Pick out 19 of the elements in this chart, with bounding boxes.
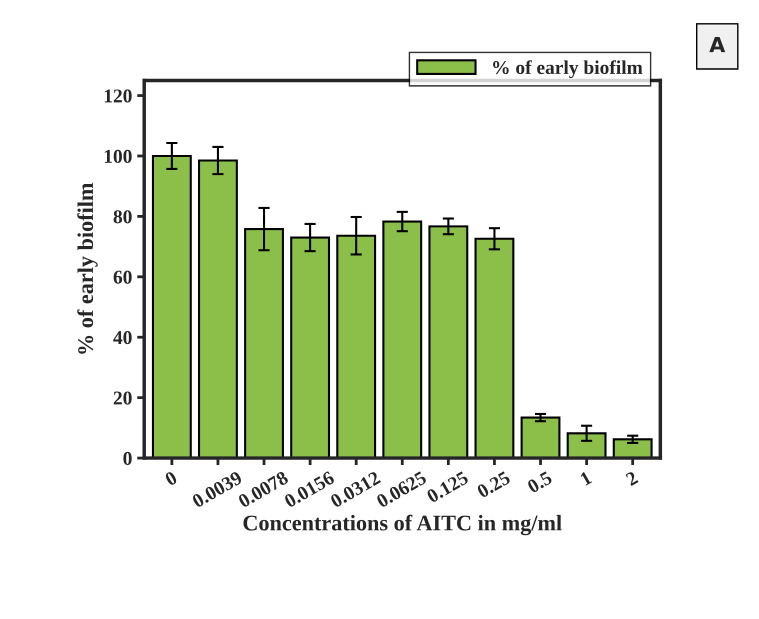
y-tick-label: 20 <box>114 391 132 405</box>
x-tick-label: 0.5 <box>526 470 553 494</box>
y-tick-label: 80 <box>114 210 132 224</box>
y-tick-label: 100 <box>104 150 132 163</box>
bar <box>520 416 560 458</box>
legend-label: % of early biofilm <box>493 60 642 78</box>
y-tick-label: 0 <box>123 452 132 465</box>
x-tick-label: 0 <box>164 470 178 486</box>
y-tick-label: 40 <box>113 331 132 344</box>
y-tick-label: 60 <box>114 270 132 284</box>
bar <box>612 438 653 458</box>
x-tick-label: 1 <box>580 470 592 486</box>
x-axis-title: Concentrations of AITC in mg/ml <box>243 514 562 536</box>
text: A <box>709 36 726 52</box>
x-tick-label: 0.125 <box>426 470 470 504</box>
x-tick-label: 2 <box>625 470 639 486</box>
y-tick-label: 120 <box>104 89 132 103</box>
y-axis-title: % of early biofilm <box>77 182 98 354</box>
x-tick-label: 0.25 <box>476 470 512 498</box>
